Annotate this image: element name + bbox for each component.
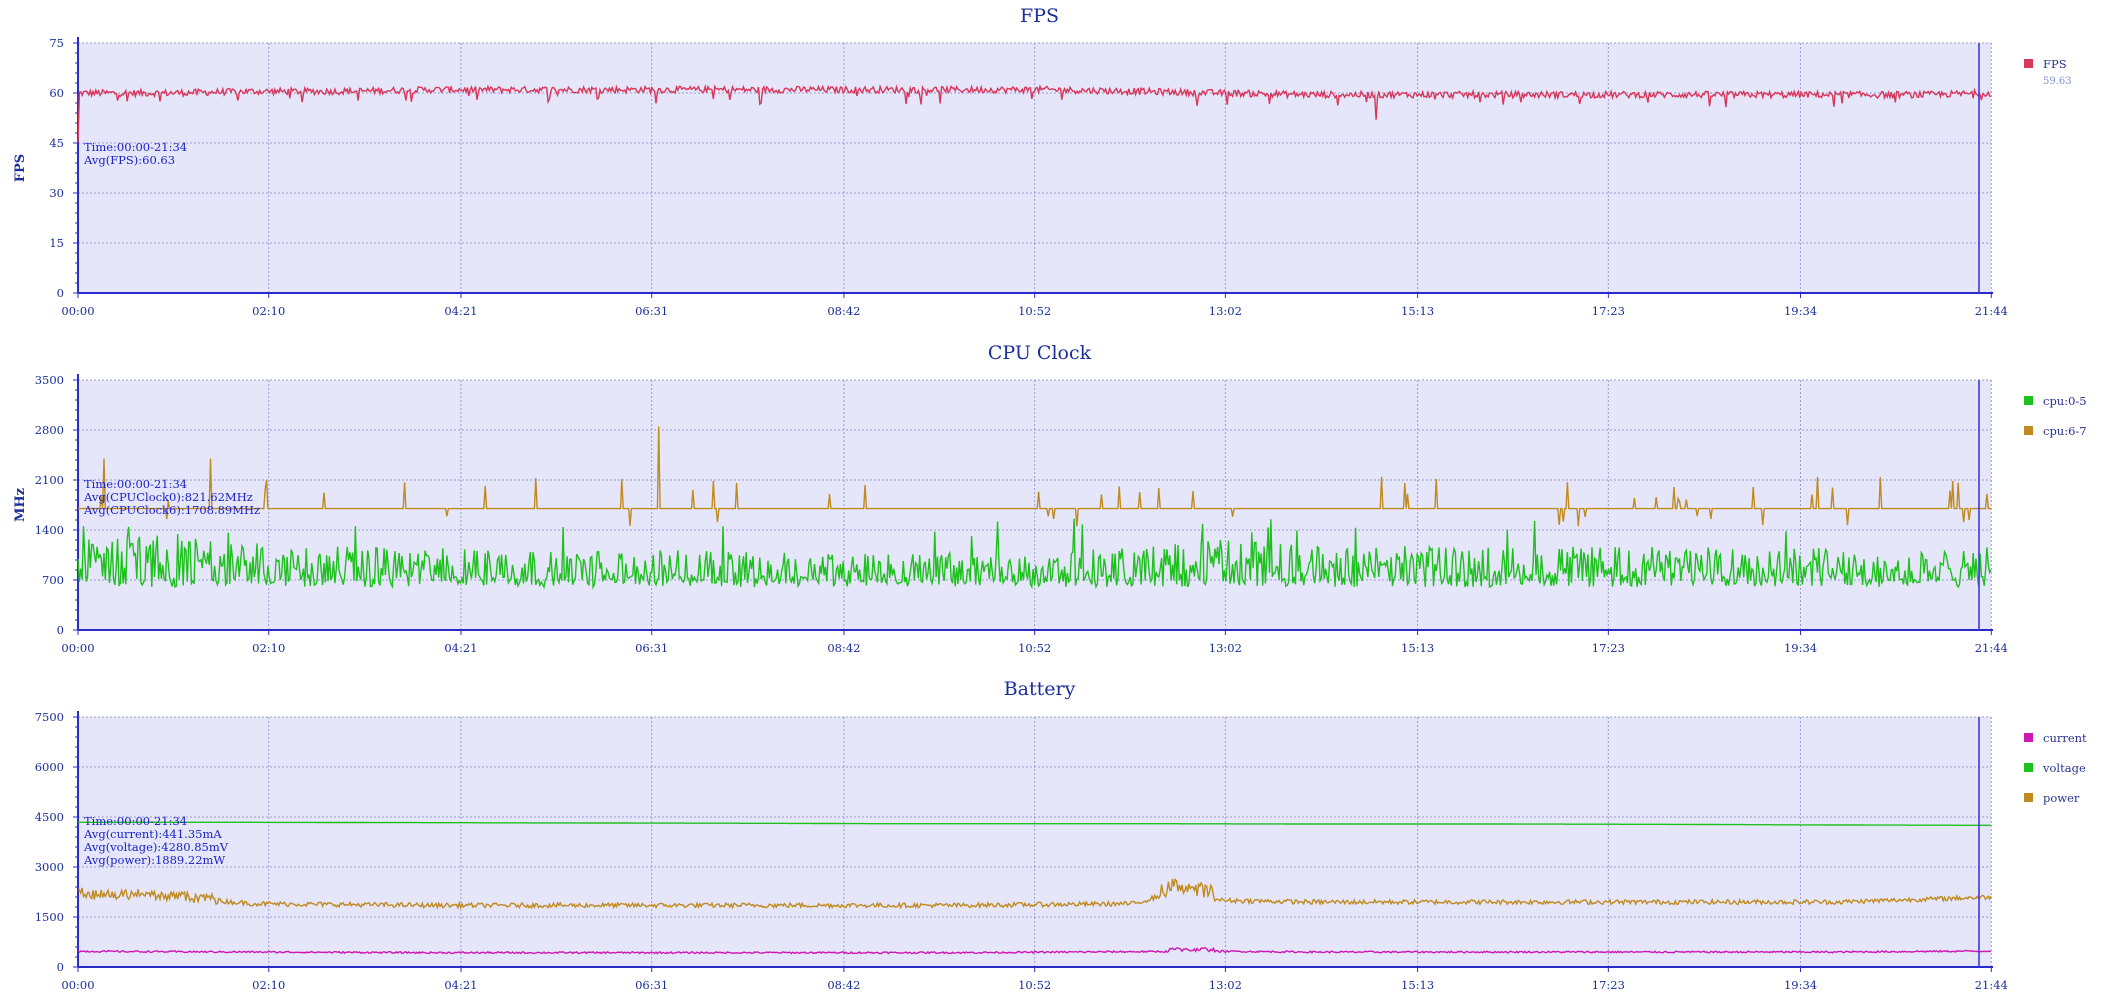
annotation-line: Avg(current):441.35mA [83, 827, 222, 841]
chart-title: Battery [1004, 678, 1076, 700]
average-annotation: Time:00:00-21:34Avg(CPUClock0):821.62MHz… [83, 477, 260, 517]
series-line-fps [77, 83, 1992, 144]
y-tick-label: 700 [42, 573, 64, 587]
legend-value: 59.63 [2043, 76, 2072, 87]
annotation-line: Time:00:00-21:34 [84, 814, 187, 828]
legend-swatch[interactable] [2024, 426, 2033, 435]
chart-title: FPS [1020, 5, 1059, 27]
x-tick-label: 17:23 [1592, 304, 1625, 318]
x-tick-label: 19:34 [1784, 641, 1817, 655]
x-tick-label: 10:52 [1018, 304, 1051, 318]
chart-title: CPU Clock [988, 342, 1092, 364]
legend-label: FPS [2043, 57, 2067, 71]
y-tick-label: 3000 [35, 860, 64, 874]
x-tick-label: 08:42 [827, 978, 860, 992]
x-tick-label: 19:34 [1784, 304, 1817, 318]
x-tick-label: 00:00 [61, 641, 94, 655]
y-tick-label: 7500 [35, 710, 64, 724]
y-tick-label: 0 [57, 286, 64, 300]
chart-panel-1: 0 700 1400 2100 2800 3500 00:00 02:10 04:21 06:31… [13, 342, 2087, 655]
annotation-line: Avg(FPS):60.63 [83, 153, 175, 167]
y-tick-label: 1500 [35, 910, 64, 924]
y-tick-label: 60 [49, 86, 64, 100]
series-line-voltage [78, 821, 1991, 826]
y-tick-label: 75 [49, 36, 64, 50]
chart-panel-2: 0 1500 3000 4500 6000 7500 00:00 02:10 04:21 06:3… [35, 678, 2087, 992]
x-tick-label: 00:00 [61, 304, 94, 318]
x-tick-label: 06:31 [635, 641, 668, 655]
y-tick-label: 3500 [35, 373, 64, 387]
legend: cpu:0-5 cpu:6-7 [2024, 394, 2087, 438]
x-tick-label: 13:02 [1209, 978, 1242, 992]
y-tick-label: 6000 [35, 760, 64, 774]
average-annotation: Time:00:00-21:34Avg(current):441.35mAAvg… [83, 814, 229, 867]
annotation-line: Avg(voltage):4280.85mV [83, 840, 229, 854]
x-tick-label: 13:02 [1209, 304, 1242, 318]
y-axis-label: FPS [13, 154, 28, 182]
x-tick-label: 21:44 [1975, 978, 2008, 992]
legend-swatch[interactable] [2024, 793, 2033, 802]
y-tick-label: 45 [49, 136, 64, 150]
x-tick-label: 17:23 [1592, 978, 1625, 992]
legend-label: cpu:6-7 [2043, 424, 2087, 438]
x-tick-label: 15:13 [1401, 978, 1434, 992]
x-tick-label: 21:44 [1975, 304, 2008, 318]
legend-swatch[interactable] [2024, 396, 2033, 405]
x-tick-label: 15:13 [1401, 641, 1434, 655]
y-tick-label: 0 [57, 960, 64, 974]
legend: FPS 59.63 [2024, 57, 2072, 87]
x-tick-label: 08:42 [827, 641, 860, 655]
annotation-line: Time:00:00-21:34 [84, 477, 187, 491]
annotation-line: Avg(power):1889.22mW [83, 853, 225, 867]
x-tick-label: 06:31 [635, 304, 668, 318]
series-group [77, 83, 1992, 144]
x-tick-label: 10:52 [1018, 641, 1051, 655]
y-tick-label: 2800 [35, 423, 64, 437]
x-tick-label: 02:10 [252, 978, 285, 992]
legend-label: current [2043, 731, 2087, 745]
series-group [77, 426, 1992, 590]
series-line-cpu-6-7 [78, 426, 1991, 527]
annotation-line: Time:00:00-21:34 [84, 140, 187, 154]
legend-swatch[interactable] [2024, 763, 2033, 772]
x-tick-label: 13:02 [1209, 641, 1242, 655]
y-tick-label: 1400 [35, 523, 64, 537]
x-tick-label: 06:31 [635, 978, 668, 992]
y-tick-label: 15 [49, 236, 64, 250]
x-tick-label: 10:52 [1018, 978, 1051, 992]
x-tick-label: 19:34 [1784, 978, 1817, 992]
x-tick-label: 02:10 [252, 304, 285, 318]
x-tick-label: 15:13 [1401, 304, 1434, 318]
legend-label: power [2043, 791, 2080, 805]
y-tick-label: 30 [49, 186, 64, 200]
legend-swatch[interactable] [2024, 59, 2033, 68]
legend: current voltage power [2024, 731, 2087, 805]
y-tick-label: 0 [57, 623, 64, 637]
annotation-line: Avg(CPUClock6):1708.89MHz [83, 503, 260, 517]
y-tick-label: 4500 [35, 810, 64, 824]
x-tick-label: 04:21 [444, 641, 477, 655]
series-line-cpu-0-5 [77, 518, 1992, 590]
x-tick-label: 04:21 [444, 304, 477, 318]
x-tick-label: 17:23 [1592, 641, 1625, 655]
series-group [77, 821, 1992, 955]
y-axis-label: MHz [13, 488, 28, 522]
x-tick-label: 04:21 [444, 978, 477, 992]
legend-swatch[interactable] [2024, 733, 2033, 742]
legend-label: voltage [2042, 761, 2086, 775]
x-tick-label: 08:42 [827, 304, 860, 318]
x-tick-label: 00:00 [61, 978, 94, 992]
chart-panel-0: 0 15 30 45 60 75 00:00 02:10 04:21 06:31 08:42 10:5… [13, 5, 2072, 318]
x-tick-label: 21:44 [1975, 641, 2008, 655]
annotation-line: Avg(CPUClock0):821.62MHz [83, 490, 253, 504]
series-line-power [77, 877, 1992, 910]
series-line-current [77, 946, 1992, 955]
x-tick-label: 02:10 [252, 641, 285, 655]
legend-label: cpu:0-5 [2043, 394, 2087, 408]
y-tick-label: 2100 [35, 473, 64, 487]
